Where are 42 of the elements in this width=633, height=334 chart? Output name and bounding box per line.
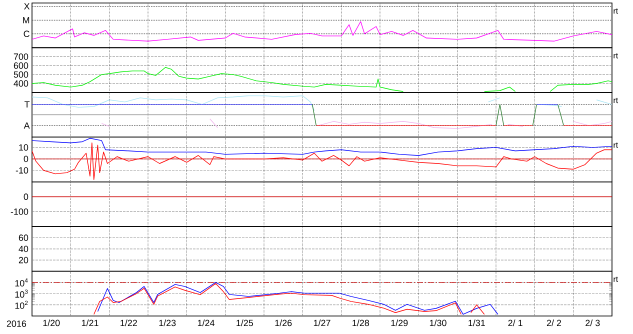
x-tick-label: 2/ 1 <box>508 320 522 326</box>
text: rt <box>614 98 618 104</box>
y-tick-label: -100 <box>10 208 28 215</box>
x-tick-label: 1/24 <box>198 320 214 326</box>
ref-line-label: M <box>23 17 30 24</box>
ref-line-label: T <box>24 101 30 108</box>
x-tick-label: 1/31 <box>468 320 485 326</box>
x-tick-label: 1/27 <box>314 320 330 326</box>
y-tick-label: 60 <box>18 234 28 241</box>
y-tick-label: 10$^{3}$ <box>15 290 28 298</box>
y-tick-label: 400 <box>14 80 28 87</box>
y-tick-label: 10$^{4}$ <box>15 278 28 286</box>
text: rt <box>614 53 618 58</box>
x-tick-label: 1/23 <box>159 320 176 326</box>
y-tick-label: 40 <box>18 246 28 252</box>
x-tick-label: 1/28 <box>352 320 370 326</box>
text: rt <box>614 142 618 148</box>
y-tick-label: 10$^{2}$ <box>15 300 28 309</box>
line-series <box>32 142 612 180</box>
y-tick-label: 500 <box>14 71 28 78</box>
text: rt <box>614 276 618 282</box>
x-tick-label: 1/25 <box>236 320 254 326</box>
y-tick-label: 0 <box>24 194 28 200</box>
y-tick-label: 20 <box>18 256 28 264</box>
text: rt <box>614 8 618 14</box>
y-tick-label: 10 <box>19 144 28 151</box>
y-tick-label: 0 <box>24 156 28 162</box>
x-tick-label: 1/30 <box>430 320 446 326</box>
x-tick-label: 2/ 2 <box>546 320 562 326</box>
y-tick-label: 700 <box>14 53 28 60</box>
y-tick-label: -10 <box>16 167 28 174</box>
x-tick-label: 1/22 <box>120 320 137 326</box>
x-tick-label: 1/29 <box>391 320 408 326</box>
ref-line-label: C <box>24 30 30 38</box>
y-tick-label: 600 <box>14 62 28 69</box>
x-tick-label: 2/ 3 <box>586 320 600 326</box>
x-axis-title: 2016 <box>6 320 26 327</box>
ref-line-label: X <box>24 3 30 10</box>
x-tick-label: 1/26 <box>275 320 292 326</box>
x-tick-label: 1/21 <box>82 320 98 326</box>
ref-line-label: A <box>24 122 30 129</box>
x-tick-label: 1/20 <box>43 320 60 326</box>
